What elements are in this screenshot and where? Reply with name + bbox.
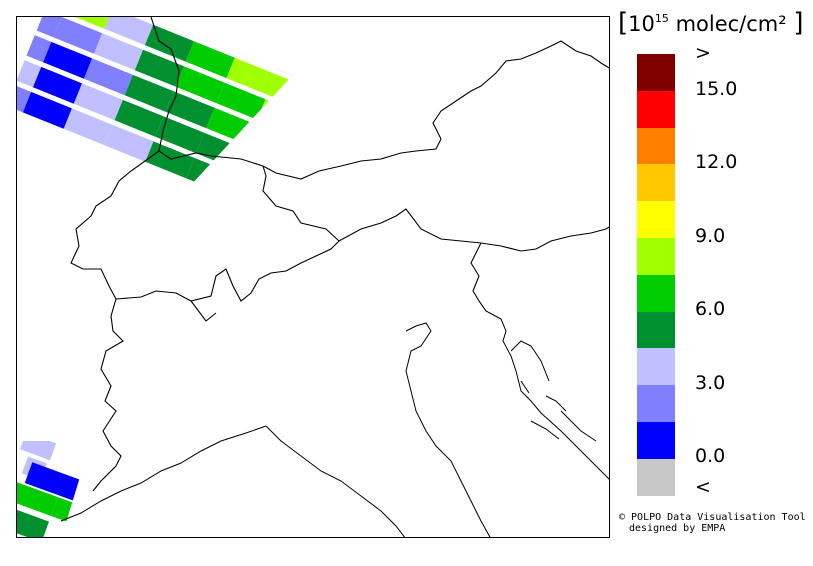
legend-title: [1015 molec/cm² ] [618,8,804,38]
credit-line-1: © POLPO Data Visualisation Tool [619,512,806,523]
legend-swatch [637,348,675,386]
swath-pixel [298,17,347,36]
legend-swatch [637,201,675,238]
swath-pixel [17,50,42,88]
credit-text: © POLPO Data Visualisation Tool designed… [619,512,806,534]
close-bracket: ] [793,8,804,38]
legend-swatch [637,311,675,349]
swath-pixel [145,141,195,179]
swath-pixel [175,66,225,104]
swath-pixel [256,17,293,20]
title-base: 10 [628,12,655,36]
legend-swatch [637,90,675,128]
swath-pixel [63,17,113,29]
swath-pixel [73,83,123,121]
swath-pixel [63,108,113,146]
swath-pixel [318,66,367,103]
swath-pixel [267,190,293,228]
color-scale-bar [637,54,675,496]
map-panel [16,16,610,538]
swath-pixel [43,41,93,79]
swath-pixel [22,91,72,129]
swath-pixel [104,124,154,162]
swath-pixel [83,58,133,96]
swath-pixel [205,17,255,29]
swath-pixel [124,74,174,112]
legend-swatch [637,164,675,202]
swath-pixel [32,66,83,104]
swath-pixel [114,99,164,137]
swath-pixel [298,116,347,153]
satellite-swath-bottom [17,441,82,537]
legend-tick-label: 12.0 [695,151,738,173]
legend-tick-label: 0.0 [695,445,726,467]
swath-pixel [257,99,293,137]
legend-swatch [637,237,675,275]
coastline [60,318,609,537]
legend-tick-label: 9.0 [695,225,726,247]
title-exponent: 15 [654,12,669,25]
swath-pixel [104,17,154,46]
map-canvas [17,17,609,537]
swath-pixel [328,41,377,78]
legend-swatch [637,127,675,165]
country-borders [70,17,609,492]
swath-pixel [287,140,293,178]
swath-pixel [216,82,266,120]
swath-pixel [226,174,276,212]
legend-swatch [637,421,675,459]
legend-tick-label: < [695,476,711,498]
legend-swatch [637,385,675,422]
legend-swatch [637,274,675,312]
swath-pixel [236,149,287,187]
swath-pixel [267,74,293,112]
legend-tick-label: 6.0 [695,298,726,320]
swath-pixel [247,124,293,162]
swath-pixel [53,17,103,54]
swath-pixel [186,157,236,195]
swath-pixel [185,41,235,79]
swath-pixel [165,91,215,129]
swath-pixel [308,91,357,128]
legend-swatch [637,54,675,91]
swath-pixel [246,17,293,45]
legend-tick-label: > [695,42,711,64]
swath-pixel [94,33,144,71]
title-unit: molec/cm² [675,12,787,36]
legend-tick-label: 15.0 [695,78,738,100]
legend-swatch [637,458,675,496]
legend-tick-label: 3.0 [695,372,726,394]
swath-pixel [134,49,184,87]
swath-pixel [155,116,205,154]
swath-pixel [338,17,387,52]
swath-pixel [17,75,32,113]
swath-pixel [287,24,293,62]
open-bracket: [ [618,8,629,38]
swath-pixel [226,57,276,95]
credit-line-2: designed by EMPA [629,523,726,534]
satellite-swath-top [17,17,387,228]
